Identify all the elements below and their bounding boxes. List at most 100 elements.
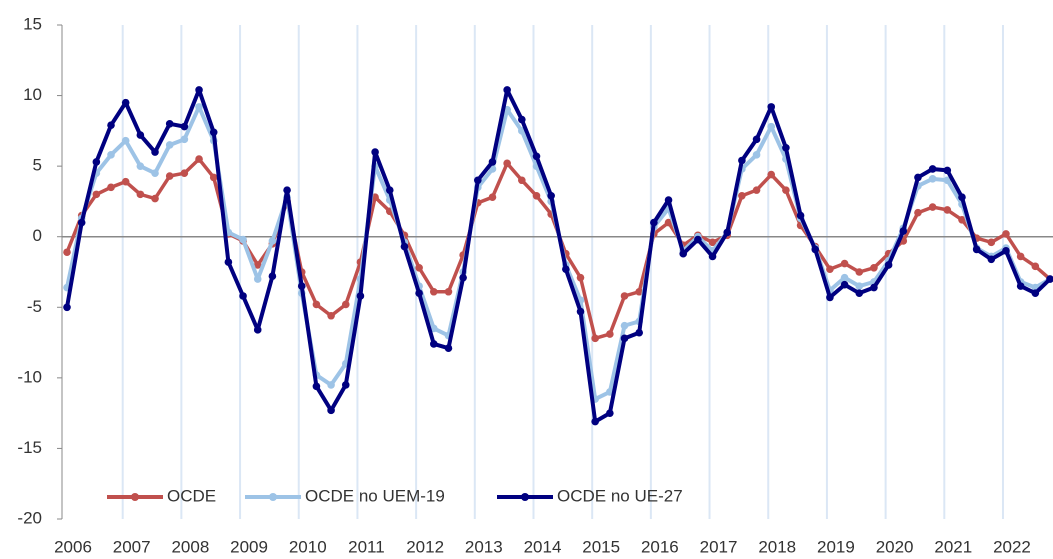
data-point <box>371 148 379 156</box>
data-point <box>958 215 966 224</box>
data-point <box>444 344 453 353</box>
data-point <box>63 248 71 257</box>
data-point <box>195 103 203 111</box>
x-tick-label: 2018 <box>758 537 796 556</box>
data-point <box>92 158 101 166</box>
data-point <box>239 235 247 244</box>
data-point <box>532 191 541 200</box>
data-point <box>708 238 717 247</box>
data-point <box>180 135 189 144</box>
data-point <box>840 259 849 268</box>
x-tick-label: 2016 <box>641 537 679 556</box>
x-tick-label: 2015 <box>582 537 620 556</box>
data-point <box>855 289 864 297</box>
data-point <box>209 173 218 182</box>
data-point <box>341 381 350 389</box>
data-point <box>224 258 233 266</box>
data-point <box>327 311 335 320</box>
data-point <box>796 211 805 220</box>
y-tick-label: 5 <box>33 156 42 175</box>
data-point <box>151 169 159 177</box>
x-tick-label: 2013 <box>465 537 503 556</box>
data-point <box>884 261 893 269</box>
data-point <box>650 218 658 227</box>
series <box>63 103 1053 403</box>
data-point <box>591 334 599 343</box>
data-point <box>253 261 262 269</box>
data-point <box>136 131 145 139</box>
data-point <box>253 326 262 334</box>
legend-label: OCDE <box>167 486 216 505</box>
data-point <box>840 273 849 282</box>
data-point <box>327 406 335 415</box>
x-tick-label: 2012 <box>406 537 444 556</box>
data-point <box>121 98 130 107</box>
data-point <box>356 292 365 300</box>
x-tick-label: 2020 <box>876 537 914 556</box>
data-point <box>943 166 952 175</box>
data-point <box>488 158 497 166</box>
data-point <box>826 265 834 273</box>
data-point <box>1016 252 1025 261</box>
data-point <box>1002 230 1010 238</box>
data-point <box>107 121 115 130</box>
data-point <box>474 176 482 185</box>
data-point <box>620 321 629 330</box>
y-tick-label: -20 <box>17 508 42 527</box>
data-point <box>429 287 438 296</box>
data-point <box>518 115 526 124</box>
legend-marker <box>131 493 139 501</box>
x-tick-label: 2019 <box>817 537 855 556</box>
data-point <box>195 155 203 163</box>
data-point <box>297 282 306 290</box>
data-point <box>958 193 966 201</box>
data-point <box>92 190 101 199</box>
data-point <box>811 245 820 254</box>
data-point <box>767 103 776 111</box>
data-point <box>488 193 497 201</box>
data-point <box>136 190 145 199</box>
data-point <box>664 196 673 204</box>
series-line <box>65 157 1052 341</box>
data-point <box>121 136 130 145</box>
data-point <box>928 165 937 173</box>
data-point <box>987 238 996 247</box>
legend-marker <box>521 493 529 501</box>
data-point <box>870 263 878 272</box>
data-point <box>767 122 776 131</box>
data-point <box>723 228 732 237</box>
data-point <box>444 287 453 296</box>
data-point <box>987 255 996 264</box>
y-tick-label: -5 <box>27 297 42 316</box>
data-point <box>283 186 291 194</box>
data-point <box>1031 289 1040 297</box>
data-point <box>1002 247 1010 255</box>
data-point <box>165 141 174 149</box>
y-tick-label: 10 <box>23 85 42 104</box>
x-tick-label: 2009 <box>230 537 268 556</box>
data-point <box>899 227 908 235</box>
data-point <box>694 235 702 244</box>
y-tick-label: -15 <box>17 438 42 457</box>
data-point <box>547 191 555 200</box>
y-tick-label: 0 <box>33 226 42 245</box>
series <box>63 155 1053 343</box>
x-tick-label: 2014 <box>524 537 562 556</box>
data-point <box>606 409 614 417</box>
data-point <box>708 252 717 261</box>
data-point <box>635 287 643 296</box>
data-point <box>239 292 247 300</box>
data-point <box>459 273 467 282</box>
data-point <box>327 381 335 389</box>
legend-marker <box>269 493 277 501</box>
data-point <box>151 194 159 203</box>
x-tick-label: 2007 <box>113 537 151 556</box>
data-point <box>855 282 864 290</box>
data-point <box>620 292 629 300</box>
y-tick-label: -10 <box>17 367 42 386</box>
data-point <box>914 208 922 217</box>
data-point <box>562 265 570 273</box>
x-tick-label: 2017 <box>700 537 738 556</box>
data-point <box>415 263 423 272</box>
